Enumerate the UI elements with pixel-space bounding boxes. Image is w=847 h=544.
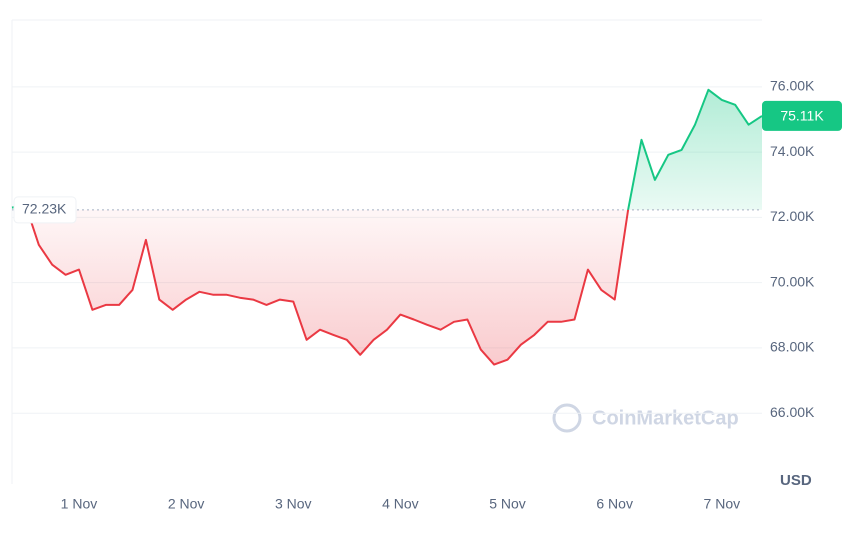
reference-label: 72.23K bbox=[22, 201, 67, 217]
x-tick-label: 2 Nov bbox=[168, 496, 205, 512]
x-tick-label: 6 Nov bbox=[596, 496, 633, 512]
area-above bbox=[12, 89, 762, 210]
y-tick-label: 70.00K bbox=[770, 273, 815, 289]
last-price-badge bbox=[762, 100, 842, 131]
x-tick-label: 3 Nov bbox=[275, 496, 312, 512]
x-tick-label: 7 Nov bbox=[704, 496, 741, 512]
watermark: CoinMarketCap bbox=[552, 403, 739, 433]
y-tick-label: 68.00K bbox=[770, 339, 815, 355]
y-tick-label: 76.00K bbox=[770, 78, 815, 94]
area-below bbox=[27, 209, 629, 365]
watermark-logo bbox=[552, 403, 582, 433]
price-line-down bbox=[26, 209, 630, 366]
watermark-text: CoinMarketCap bbox=[592, 407, 739, 429]
currency-label: USD bbox=[780, 472, 812, 489]
price-line-up bbox=[11, 88, 763, 210]
reference-label-box bbox=[13, 196, 77, 224]
y-tick-label: 72.00K bbox=[770, 208, 815, 224]
y-tick-label: 74.00K bbox=[770, 143, 815, 159]
last-price-label: 75.11K bbox=[780, 108, 824, 124]
y-tick-label: 66.00K bbox=[770, 404, 815, 420]
x-tick-label: 1 Nov bbox=[61, 496, 98, 512]
x-tick-label: 4 Nov bbox=[382, 496, 419, 512]
x-tick-label: 5 Nov bbox=[489, 496, 526, 512]
